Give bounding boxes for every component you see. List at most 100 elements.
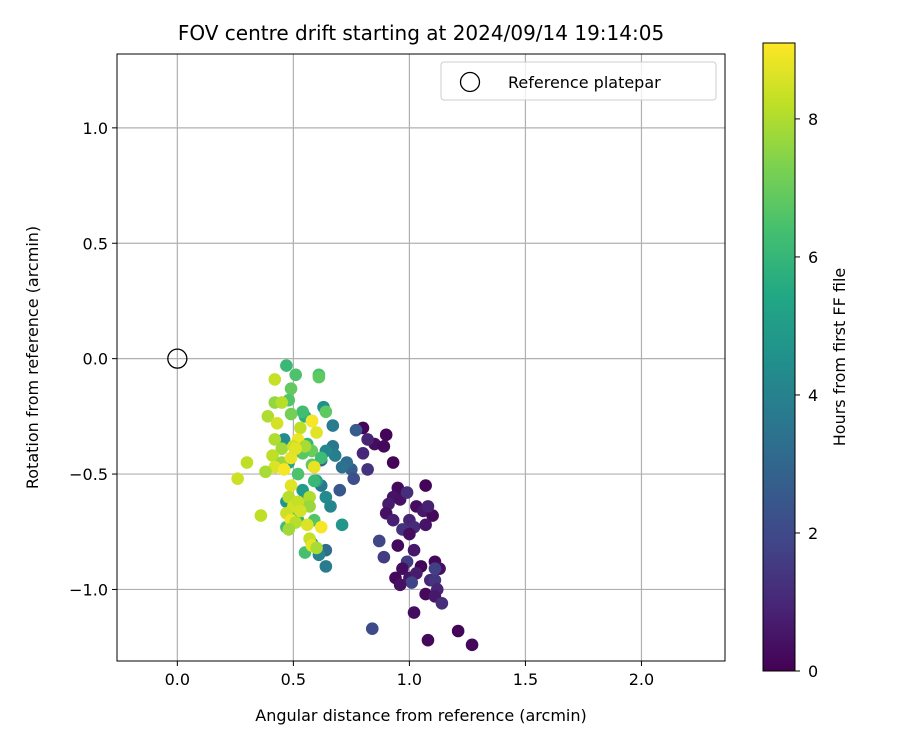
plot-frame xyxy=(116,53,726,662)
colorbar-tick-label: 8 xyxy=(808,110,818,129)
legend-entry-reference: Reference platepar xyxy=(508,73,661,92)
scatter-point xyxy=(451,624,465,638)
scatter-point xyxy=(284,407,298,421)
scatter-point xyxy=(312,370,326,384)
reference-marker xyxy=(167,348,188,369)
scatter-point xyxy=(275,442,289,455)
x-tick-label: 1.0 xyxy=(397,670,422,689)
scatter-point xyxy=(324,500,337,513)
scatter-point xyxy=(268,373,282,386)
y-axis-title: Rotation from reference (arcmin) xyxy=(23,226,42,489)
scatter-point xyxy=(280,359,293,372)
colorbar-tick-label: 0 xyxy=(808,662,818,681)
chart-title: FOV centre drift starting at 2024/09/14 … xyxy=(178,21,664,45)
scatter-point xyxy=(282,523,296,536)
scatter-point xyxy=(296,405,309,419)
scatter-point xyxy=(393,578,407,592)
scatter-point xyxy=(386,456,400,469)
legend: Reference platepar xyxy=(440,61,717,101)
y-tick-label: 0.5 xyxy=(83,234,108,253)
scatter-point xyxy=(407,606,421,619)
scatter-point xyxy=(303,490,316,504)
x-tick-label: 0.0 xyxy=(165,670,190,689)
scatter-point xyxy=(377,550,391,564)
scatter-point xyxy=(310,541,323,555)
scatter-point xyxy=(421,633,435,647)
colorbar-tick-label: 6 xyxy=(808,248,818,267)
scatter-point xyxy=(240,456,254,469)
y-tick-label: −0.5 xyxy=(69,465,108,484)
scatter-point xyxy=(294,421,307,435)
scatter-point xyxy=(421,500,435,513)
scatter-point xyxy=(291,467,305,481)
scatter-point xyxy=(403,527,416,541)
scatter-point xyxy=(314,520,328,534)
scatter-point xyxy=(307,474,321,488)
scatter-point xyxy=(303,500,316,513)
scatter-point xyxy=(326,419,340,432)
scatter-point xyxy=(372,534,386,548)
scatter-point xyxy=(268,433,282,446)
scatter-point xyxy=(377,440,391,453)
colorbar-gradient xyxy=(763,43,795,671)
scatter-point xyxy=(379,428,393,442)
scatter-point xyxy=(361,463,374,476)
scatter-point xyxy=(314,451,328,465)
scatter-point xyxy=(365,622,379,635)
scatter-point xyxy=(294,504,307,518)
scatter-point xyxy=(305,414,319,428)
scatter-point xyxy=(319,405,333,419)
scatter-point xyxy=(289,368,302,382)
y-tick-label: −1.0 xyxy=(69,580,108,599)
reference-point-marker xyxy=(167,348,188,369)
scatter-point xyxy=(400,486,414,499)
colorbar: 0 2 4 6 8 Hours from first FF file xyxy=(762,42,849,681)
scatter-point xyxy=(231,472,244,485)
x-axis-title: Angular distance from reference (arcmin) xyxy=(255,706,586,725)
y-tick-label: 0.0 xyxy=(83,350,108,369)
scatter-point xyxy=(361,433,374,446)
legend-box xyxy=(440,61,717,101)
scatter-point xyxy=(328,449,342,462)
scatter-point xyxy=(270,416,284,430)
scatter-point xyxy=(419,518,432,532)
colorbar-frame xyxy=(762,42,796,672)
scatter-point xyxy=(386,513,400,527)
scatter-point xyxy=(289,442,302,455)
x-tick-label: 1.5 xyxy=(513,670,538,689)
scatter-point xyxy=(333,483,347,497)
x-tick-label: 0.5 xyxy=(281,670,306,689)
scatter-point xyxy=(284,382,298,395)
data-points xyxy=(231,359,479,652)
scatter-point xyxy=(277,463,291,476)
scatter-point xyxy=(335,518,349,532)
scatter-point xyxy=(405,576,419,589)
x-tick-label: 2.0 xyxy=(629,670,654,689)
y-axis-ticks: −1.0 −0.5 0.0 0.5 1.0 xyxy=(69,119,117,599)
scatter-point xyxy=(335,460,349,474)
scatter-point xyxy=(310,426,323,439)
scatter-point xyxy=(465,638,479,652)
scatter-point xyxy=(407,543,421,557)
scatter-point xyxy=(319,560,333,573)
scatter-point xyxy=(259,465,272,479)
scatter-point xyxy=(356,446,370,460)
y-tick-label: 1.0 xyxy=(83,119,108,138)
scatter-point xyxy=(347,472,361,485)
colorbar-label: Hours from first FF file xyxy=(830,268,849,447)
colorbar-tick-label: 2 xyxy=(808,524,818,543)
scatter-point xyxy=(275,396,289,409)
grid-lines xyxy=(117,54,725,661)
scatter-point xyxy=(435,597,449,610)
scatter-point xyxy=(261,410,275,423)
scatter-point xyxy=(396,562,409,575)
scatter-point xyxy=(419,479,432,492)
scatter-point xyxy=(349,423,363,437)
scatter-point xyxy=(266,449,279,462)
scatter-point xyxy=(300,518,314,532)
scatter-point xyxy=(307,460,321,474)
x-axis-ticks: 0.0 0.5 1.0 1.5 2.0 xyxy=(165,661,654,689)
colorbar-ticks: 0 2 4 6 8 xyxy=(795,110,818,681)
scatter-point xyxy=(391,539,405,552)
